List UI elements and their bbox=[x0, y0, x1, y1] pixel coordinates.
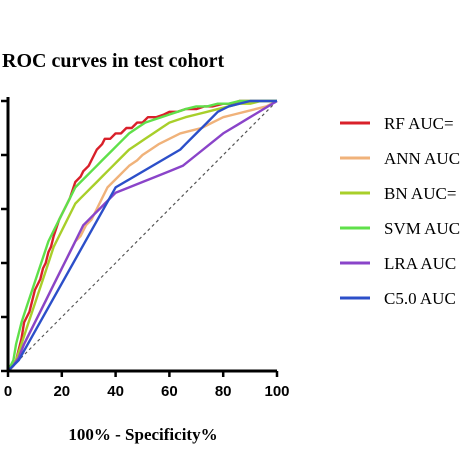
series-line-bn bbox=[7, 99, 277, 372]
series-line-c50 bbox=[7, 99, 277, 372]
x-axis-label: 100% - Specificity% bbox=[68, 425, 217, 444]
legend-label: ANN AUC bbox=[384, 149, 460, 168]
series-layer bbox=[6, 99, 278, 372]
x-tick-label: 100 bbox=[264, 383, 289, 400]
legend-label: LRA AUC bbox=[384, 254, 456, 273]
series-line-lra bbox=[7, 99, 278, 372]
x-ticks: 0 20 40 60 80 100 bbox=[4, 371, 290, 400]
x-tick-label: 0 bbox=[4, 383, 12, 400]
legend-label: BN AUC= bbox=[384, 184, 456, 203]
x-tick-label: 20 bbox=[53, 383, 70, 400]
y-ticks bbox=[1, 99, 8, 373]
x-tick-label: 60 bbox=[161, 383, 178, 400]
chart-title: ROC curves in test cohort bbox=[2, 50, 225, 72]
x-tick-label: 80 bbox=[215, 383, 232, 400]
legend-label: SVM AUC bbox=[384, 219, 460, 238]
legend-label: C5.0 AUC bbox=[384, 289, 456, 308]
series-line-svm bbox=[6, 99, 277, 372]
series-line-rf bbox=[7, 99, 277, 372]
x-tick-label: 40 bbox=[107, 383, 124, 400]
legend: RF AUC= ANN AUC BN AUC= SVM AUC LRA AUC C5.0 … bbox=[340, 114, 460, 308]
legend-label: RF AUC= bbox=[384, 114, 454, 133]
